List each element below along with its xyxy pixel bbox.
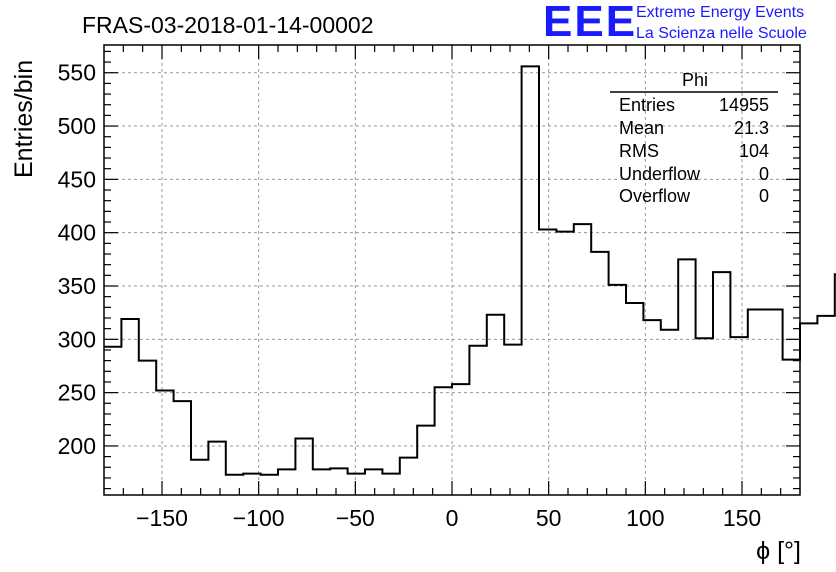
y-tick-label: 250 [58,380,96,406]
y-tick-label: 300 [58,326,96,352]
stats-label-overflow: Overflow [619,186,691,206]
stats-box: Phi Entries 14955 Mean 21.3 RMS 104 Unde… [610,70,778,206]
stats-value-overflow: 0 [759,186,769,206]
x-tick-label: 150 [723,505,761,531]
ticks-layer [104,45,800,495]
histogram-outline [104,65,836,476]
stats-title: Phi [682,70,708,90]
x-tick-label: −50 [336,505,375,531]
y-tick-label: 450 [58,166,96,192]
x-axis-label: ϕ [°] [756,537,801,565]
y-tick-label: 350 [58,273,96,299]
y-tick-label: 550 [58,60,96,86]
stats-label-rms: RMS [619,141,659,161]
stats-value-entries: 14955 [719,95,769,115]
stats-value-rms: 104 [739,141,769,161]
stats-label-mean: Mean [619,118,664,138]
eee-logo-mark: EEE [543,0,638,46]
x-tick-label: −150 [136,505,188,531]
x-tick-label: 100 [626,505,664,531]
y-tick-label: 200 [58,433,96,459]
y-axis-label: Entries/bin [10,60,38,178]
x-tick-label: 0 [446,505,459,531]
chart-title: FRAS-03-2018-01-14-00002 [82,12,374,38]
stats-label-underflow: Underflow [619,164,701,184]
stats-label-entries: Entries [619,95,675,115]
stats-value-underflow: 0 [759,164,769,184]
y-tick-label: 400 [58,220,96,246]
logo-line-1: Extreme Energy Events [636,4,805,21]
logo-line-2: La Scienza nelle Scuole [636,25,807,42]
y-tick-label: 500 [58,113,96,139]
grid-layer [104,45,800,495]
x-tick-label: −100 [233,505,285,531]
tick-labels-layer: −150 −100 −50 0 50 100 150 200 250 300 350 400 450 50… [58,60,762,531]
stats-value-mean: 21.3 [734,118,769,138]
x-tick-label: 50 [536,505,562,531]
